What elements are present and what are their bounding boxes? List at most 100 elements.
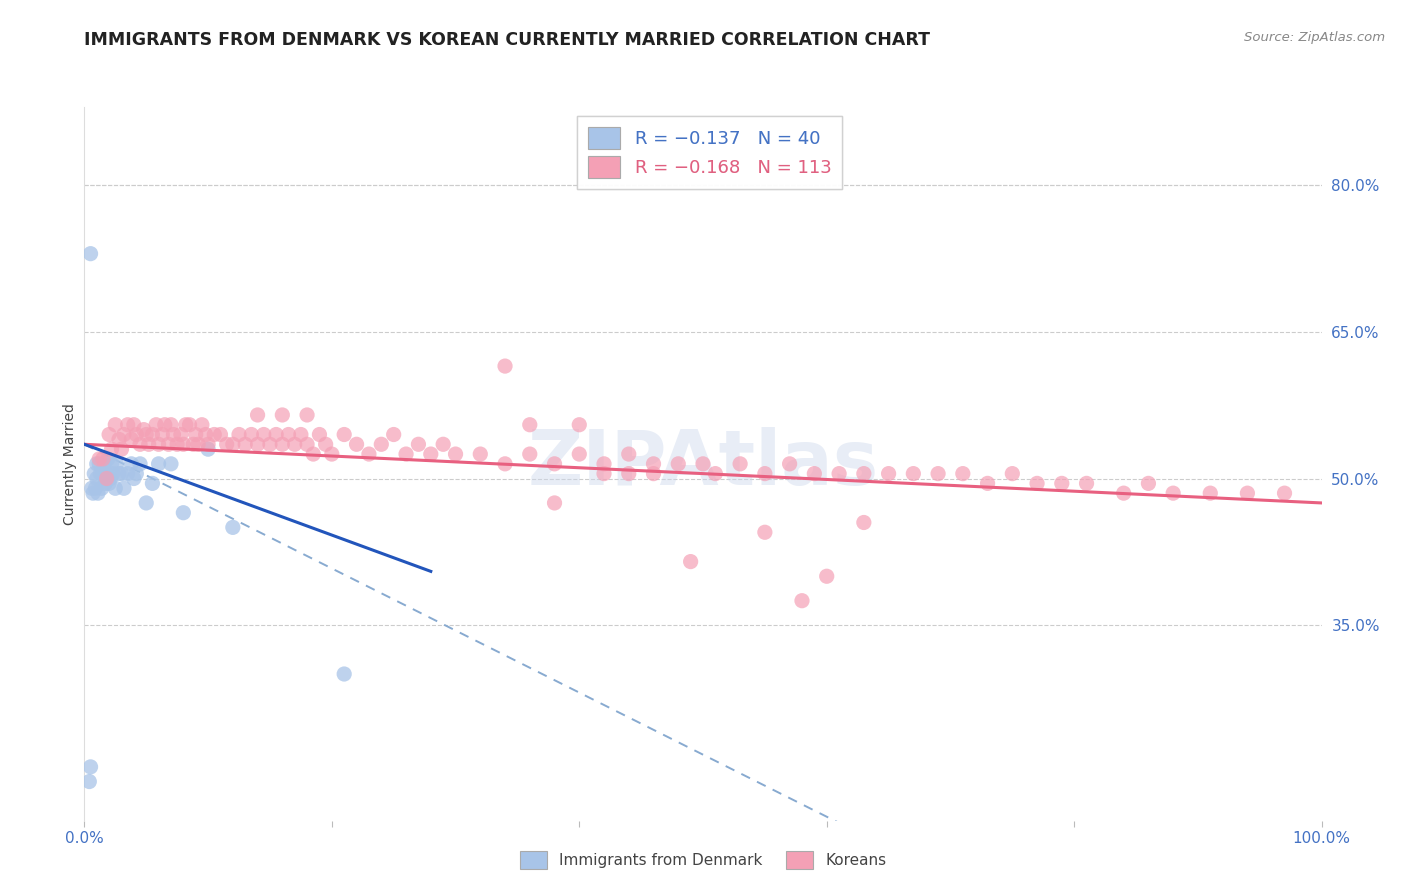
Point xyxy=(184,427,207,442)
Point xyxy=(877,467,900,481)
Point xyxy=(803,467,825,481)
Point xyxy=(174,417,197,432)
Point xyxy=(395,447,418,461)
Point xyxy=(93,457,115,471)
Point xyxy=(82,486,104,500)
Text: Source: ZipAtlas.com: Source: ZipAtlas.com xyxy=(1244,31,1385,45)
Point xyxy=(1199,486,1222,500)
Point xyxy=(194,427,217,442)
Point xyxy=(108,433,131,447)
Point xyxy=(148,437,170,451)
Point xyxy=(125,467,148,481)
Point xyxy=(952,467,974,481)
Point xyxy=(976,476,998,491)
Point xyxy=(333,667,356,681)
Point xyxy=(666,457,689,471)
Point xyxy=(104,481,127,495)
Text: ZIPAtlas: ZIPAtlas xyxy=(527,427,879,500)
Point xyxy=(80,481,103,495)
Point xyxy=(98,476,121,491)
Point xyxy=(96,467,118,481)
Point xyxy=(179,417,201,432)
Point xyxy=(120,433,142,447)
Point xyxy=(79,246,101,260)
Point xyxy=(117,417,139,432)
Point xyxy=(790,593,813,607)
Point xyxy=(170,427,193,442)
Y-axis label: Currently Married: Currently Married xyxy=(63,403,77,524)
Point xyxy=(927,467,949,481)
Point xyxy=(112,481,135,495)
Point xyxy=(543,496,565,510)
Point xyxy=(519,417,541,432)
Point xyxy=(754,467,776,481)
Point xyxy=(125,427,148,442)
Point xyxy=(90,481,112,495)
Point xyxy=(852,516,875,530)
Point xyxy=(233,437,256,451)
Point xyxy=(1274,486,1296,500)
Point xyxy=(1137,476,1160,491)
Point xyxy=(643,457,665,471)
Point xyxy=(110,467,132,481)
Point xyxy=(138,437,160,451)
Point xyxy=(110,442,132,457)
Point xyxy=(295,408,318,422)
Point xyxy=(122,417,145,432)
Point xyxy=(290,427,312,442)
Point xyxy=(132,423,155,437)
Point xyxy=(382,427,405,442)
Point xyxy=(228,427,250,442)
Point xyxy=(779,457,801,471)
Point xyxy=(419,447,441,461)
Point xyxy=(122,471,145,485)
Point xyxy=(98,427,121,442)
Point xyxy=(494,359,516,373)
Point xyxy=(135,427,157,442)
Point xyxy=(240,427,263,442)
Point xyxy=(129,457,152,471)
Point xyxy=(315,437,337,451)
Point xyxy=(101,467,124,481)
Point xyxy=(100,457,122,471)
Point xyxy=(79,774,101,789)
Point xyxy=(89,467,111,481)
Point xyxy=(100,442,122,457)
Point xyxy=(321,447,343,461)
Text: IMMIGRANTS FROM DENMARK VS KOREAN CURRENTLY MARRIED CORRELATION CHART: IMMIGRANTS FROM DENMARK VS KOREAN CURREN… xyxy=(84,31,931,49)
Point xyxy=(302,447,325,461)
Point xyxy=(295,437,318,451)
Point xyxy=(754,525,776,540)
Point xyxy=(617,447,640,461)
Point xyxy=(246,437,269,451)
Point xyxy=(308,427,330,442)
Point xyxy=(1076,476,1098,491)
Point xyxy=(181,437,204,451)
Point xyxy=(153,417,176,432)
Point xyxy=(357,447,380,461)
Point xyxy=(1050,476,1073,491)
Point xyxy=(432,437,454,451)
Point xyxy=(617,467,640,481)
Point xyxy=(519,447,541,461)
Point xyxy=(160,457,183,471)
Point xyxy=(104,417,127,432)
Point xyxy=(903,467,925,481)
Point xyxy=(172,506,194,520)
Point xyxy=(145,417,167,432)
Point xyxy=(141,476,163,491)
Point xyxy=(271,437,294,451)
Point xyxy=(1161,486,1184,500)
Point xyxy=(83,467,105,481)
Point xyxy=(692,457,714,471)
Point xyxy=(593,457,616,471)
Point xyxy=(444,447,467,461)
Point xyxy=(222,437,245,451)
Point xyxy=(815,569,838,583)
Point xyxy=(284,437,307,451)
Point xyxy=(202,427,225,442)
Point xyxy=(197,437,219,451)
Point xyxy=(191,417,214,432)
Point xyxy=(108,467,131,481)
Point xyxy=(1236,486,1258,500)
